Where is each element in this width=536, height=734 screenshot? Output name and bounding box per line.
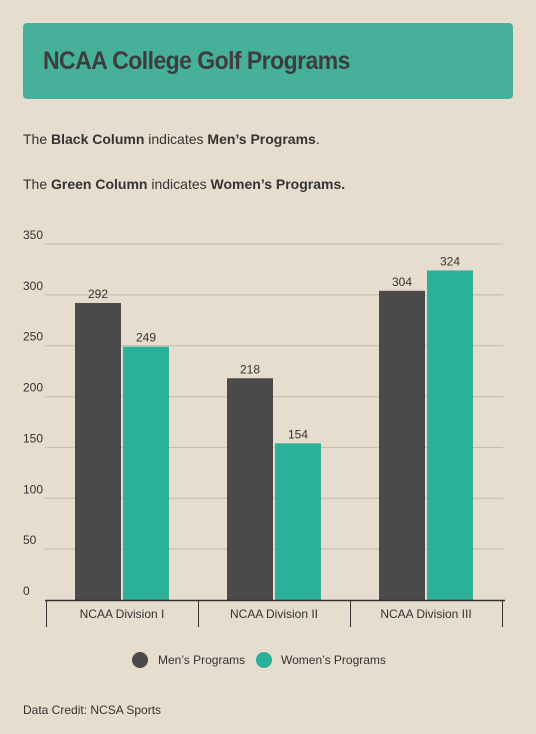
legend-marker	[132, 652, 148, 668]
bar	[275, 443, 321, 600]
x-tick-label: NCAA Division III	[380, 607, 471, 621]
note-text: .	[315, 131, 320, 147]
legend-label: Women’s Programs	[281, 653, 386, 667]
x-tick-label: NCAA Division I	[80, 607, 165, 621]
data-label: 218	[240, 362, 260, 376]
legend-label: Men’s Programs	[158, 653, 245, 667]
title-banner: NCAA College Golf Programs	[23, 23, 513, 99]
legend-note-women: The Green Column indicates Women’s Progr…	[23, 176, 345, 192]
note-text: The	[23, 176, 52, 192]
y-tick-label: 300	[23, 279, 43, 293]
note-emphasis: Women’s Programs.	[210, 176, 346, 192]
bar-chart: 0 50 100 150 200 250 300 350 292 249 218 154 304 324 N…	[23, 228, 505, 668]
y-tick-label: 100	[23, 482, 43, 496]
bar	[379, 290, 425, 600]
bar	[123, 346, 169, 600]
note-text: indicates	[147, 176, 211, 192]
data-label: 154	[288, 427, 308, 441]
y-tick-label: 0	[23, 584, 30, 598]
y-tick-label: 50	[23, 533, 37, 547]
bar	[427, 270, 473, 600]
note-emphasis: Men’s Programs	[207, 131, 316, 147]
legend-marker	[256, 652, 272, 668]
data-credit: Data Credit: NCSA Sports	[23, 703, 162, 717]
data-label: 292	[88, 287, 108, 301]
legend-note-men: The Black Column indicates Men’s Program…	[23, 131, 320, 147]
data-label: 249	[136, 331, 156, 345]
y-tick-label: 350	[23, 228, 43, 242]
y-tick-label: 150	[23, 431, 43, 445]
y-tick-label: 250	[23, 330, 43, 344]
note-emphasis: Black Column	[51, 131, 145, 147]
page-title: NCAA College Golf Programs	[43, 46, 350, 75]
note-text: indicates	[144, 131, 208, 147]
note-emphasis: Green Column	[51, 176, 148, 192]
bar	[227, 378, 273, 600]
data-label: 324	[440, 254, 460, 268]
y-tick-label: 200	[23, 381, 43, 395]
note-text: The	[23, 131, 52, 147]
data-label: 304	[392, 275, 412, 289]
bar	[75, 302, 121, 600]
x-tick-label: NCAA Division II	[230, 607, 318, 621]
